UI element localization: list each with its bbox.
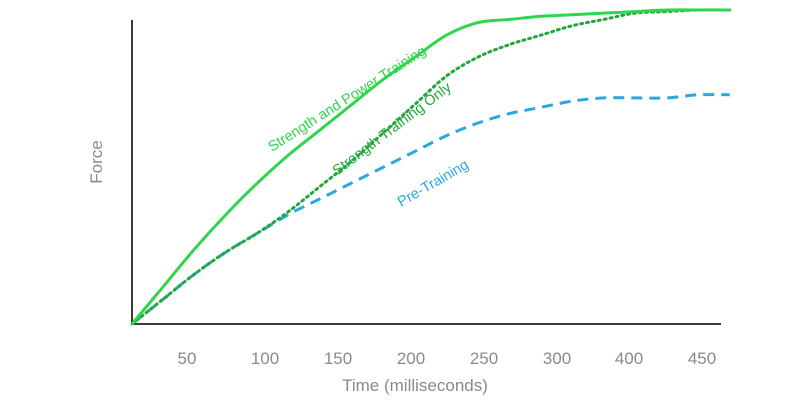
- x-tick-label: 250: [470, 349, 498, 368]
- series-label-pre-training: Pre-Training: [395, 157, 472, 210]
- x-tick-label: 150: [324, 349, 352, 368]
- x-tick-label: 200: [397, 349, 425, 368]
- series-lines: [130, 8, 732, 326]
- x-tick-label: 450: [688, 349, 716, 368]
- x-tick-label: 100: [251, 349, 279, 368]
- series-labels: Strength and Power Training Strength Tra…: [266, 43, 472, 210]
- series-line-pre-training: [131, 93, 730, 326]
- y-axis-title: Force: [87, 140, 106, 183]
- axes: [131, 20, 721, 325]
- series-line-strength-only: [130, 8, 732, 326]
- x-tick-labels: 50 100 150 200 250 300 400 450: [178, 349, 717, 368]
- x-axis-title: Time (milliseconds): [342, 376, 488, 395]
- series-label-strength-and-power: Strength and Power Training: [266, 43, 430, 155]
- series-line-strength-and-power: [130, 8, 732, 326]
- x-tick-label: 50: [178, 349, 197, 368]
- x-tick-label: 400: [615, 349, 643, 368]
- x-tick-label: 300: [543, 349, 571, 368]
